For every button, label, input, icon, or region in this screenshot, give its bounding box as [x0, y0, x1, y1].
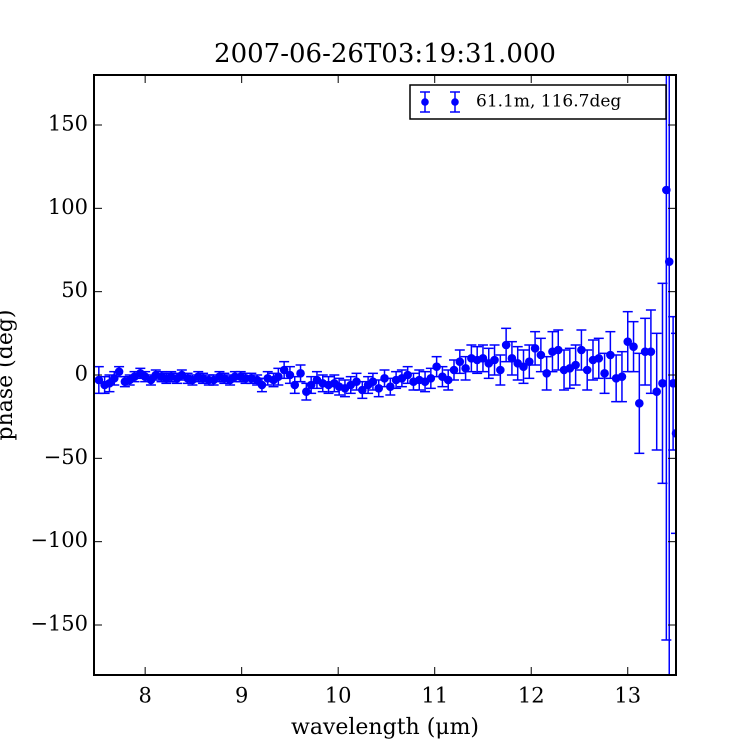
data-point	[542, 369, 551, 378]
data-point	[461, 364, 470, 373]
y-tick-label: 0	[75, 362, 88, 386]
plot-area	[94, 75, 676, 675]
data-point	[507, 354, 517, 363]
y-tick-label: −150	[30, 612, 88, 636]
data-point	[652, 387, 661, 396]
x-tick-label: 9	[235, 684, 248, 708]
y-tick-label: −50	[44, 445, 88, 469]
data-point	[403, 370, 412, 380]
error-bar	[671, 332, 676, 535]
x-tick-label: 11	[421, 684, 448, 708]
legend-swatch	[421, 98, 429, 106]
x-tick-label: 8	[138, 684, 151, 708]
legend: 61.1m, 116.7deg	[409, 84, 667, 120]
data-point	[358, 385, 367, 395]
data-point	[455, 357, 465, 366]
data-point	[635, 399, 644, 408]
data-point	[658, 379, 667, 388]
data-point	[279, 365, 289, 375]
data-point	[519, 362, 528, 371]
data-point	[501, 340, 511, 350]
data-point	[368, 377, 378, 386]
data-point	[478, 354, 488, 363]
x-tick-label: 13	[614, 684, 641, 708]
data-point	[668, 379, 676, 388]
data-point	[646, 347, 656, 356]
data-point	[306, 380, 316, 390]
data-point	[449, 365, 459, 375]
y-axis-label: phase (deg)	[0, 309, 18, 440]
legend-label: 61.1m, 116.7deg	[476, 92, 621, 112]
axes-frame	[93, 74, 677, 676]
data-point	[490, 355, 499, 365]
y-tick-label: 50	[61, 278, 88, 302]
data-point	[600, 369, 609, 378]
y-tick-label: 150	[48, 112, 88, 136]
y-tick-label: 100	[48, 195, 88, 219]
data-point	[496, 365, 505, 375]
x-tick-label: 10	[325, 684, 352, 708]
data-point	[109, 374, 119, 383]
legend-swatch	[451, 98, 459, 106]
data-point	[623, 337, 633, 346]
data-point	[524, 357, 534, 366]
data-point	[302, 387, 311, 396]
data-point	[386, 382, 395, 391]
x-tick-label: 12	[518, 684, 545, 708]
data-point	[617, 372, 627, 381]
data-point	[664, 257, 674, 266]
data-point	[296, 369, 305, 378]
ticks: 8 9 10 11 12 13 −150 −100 −50 0 50 100 150	[30, 75, 676, 708]
data-point	[571, 360, 580, 370]
data-point	[114, 367, 124, 376]
data-point	[426, 374, 436, 383]
data-point	[94, 375, 104, 385]
chart-title: 2007-06-26T03:19:31.000	[214, 39, 556, 69]
data-point	[290, 380, 300, 390]
data-point	[374, 384, 384, 393]
data-point	[536, 350, 546, 360]
data-point	[582, 365, 592, 375]
data-point	[274, 372, 283, 381]
data-point	[530, 344, 540, 353]
data-point	[662, 185, 671, 195]
data-point	[285, 370, 295, 380]
data-point	[629, 342, 638, 351]
data-point	[594, 354, 604, 363]
x-axis-label: wavelength (μm)	[291, 715, 479, 740]
y-tick-label: −100	[30, 528, 88, 552]
